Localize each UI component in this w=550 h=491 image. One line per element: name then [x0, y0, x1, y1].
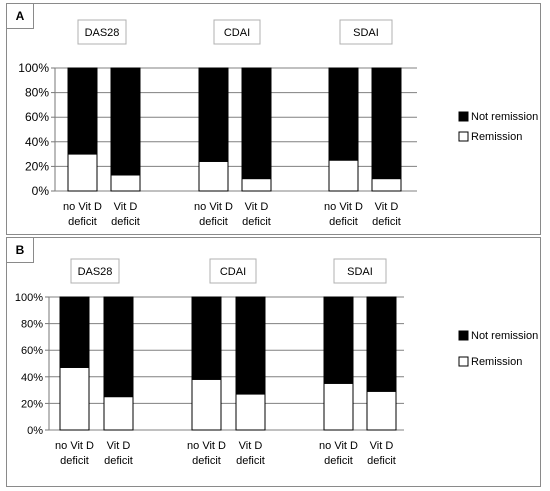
bar-not-remission: [67, 67, 98, 155]
group-header-label: DAS28: [85, 27, 120, 39]
x-category-label-line2: deficit: [104, 455, 133, 467]
bar-remission: [366, 390, 397, 431]
legend-label: Remission: [471, 356, 522, 368]
bar-not-remission: [235, 296, 266, 395]
group-header-box: [209, 258, 257, 284]
legend-label: Remission: [471, 131, 522, 143]
x-category-label-line1: Vit D: [239, 440, 263, 452]
bar-remission: [235, 393, 266, 431]
x-category-label-line1: no Vit D: [63, 201, 102, 213]
x-category-label-line1: Vit D: [114, 201, 138, 213]
group-header-box: [77, 19, 127, 45]
x-category-label-line2: deficit: [242, 216, 271, 228]
bar-not-remission: [59, 296, 90, 368]
bar-remission: [191, 378, 222, 431]
group-header-box: [339, 19, 393, 45]
y-tick-label: 60%: [25, 110, 49, 124]
panel-a: A 0% 20% 40% 60% 80% 100% no Vit D deficit Vit D…: [6, 3, 541, 235]
bar-remission: [110, 174, 141, 192]
chart-b: 0% 20% 40% 60% 80% 100% no Vit D deficit Vit D de…: [15, 258, 538, 467]
legend-label: Not remission: [471, 111, 538, 123]
chart-a: 0% 20% 40% 60% 80% 100% no Vit D deficit Vit D de…: [18, 19, 538, 228]
x-category-label-line2: deficit: [324, 455, 353, 467]
group-header-label: DAS28: [78, 266, 113, 278]
x-category-label-line1: no Vit D: [324, 201, 363, 213]
y-tick-label: 40%: [21, 372, 43, 384]
legend-swatch: [458, 356, 469, 367]
group-header-label: CDAI: [220, 266, 246, 278]
group-header-box: [333, 258, 387, 284]
y-tick-label: 80%: [21, 319, 43, 331]
group-header-label: SDAI: [353, 27, 379, 39]
bar-not-remission: [328, 67, 359, 161]
bar-not-remission: [198, 67, 229, 162]
panel-label: B: [7, 238, 34, 263]
x-category-label-line1: Vit D: [107, 440, 131, 452]
y-tick-label: 0%: [27, 425, 43, 437]
y-tick-label: 0%: [32, 184, 50, 198]
legend-swatch: [458, 111, 469, 122]
x-category-label-line1: Vit D: [370, 440, 394, 452]
bar-remission: [328, 159, 359, 192]
x-category-label-line1: no Vit D: [319, 440, 358, 452]
x-category-label-line2: deficit: [372, 216, 401, 228]
bar-remission: [59, 366, 90, 431]
group-header-box: [213, 19, 261, 45]
y-tick-label: 20%: [21, 398, 43, 410]
x-category-label-line2: deficit: [60, 455, 89, 467]
x-category-label-line2: deficit: [236, 455, 265, 467]
y-tick-label: 100%: [15, 292, 43, 304]
legend-swatch: [458, 131, 469, 142]
bar-remission: [323, 382, 354, 431]
bar-not-remission: [110, 67, 141, 176]
x-category-label-line2: deficit: [199, 216, 228, 228]
x-category-label-line1: Vit D: [245, 201, 269, 213]
bar-remission: [198, 160, 229, 192]
bar-not-remission: [241, 67, 272, 180]
y-tick-label: 20%: [25, 159, 49, 173]
y-tick-label: 100%: [18, 61, 49, 75]
x-category-label-line2: deficit: [68, 216, 97, 228]
bar-not-remission: [191, 296, 222, 380]
y-tick-label: 80%: [25, 86, 49, 100]
bar-not-remission: [103, 296, 134, 398]
bar-remission: [241, 178, 272, 192]
x-category-label-line2: deficit: [192, 455, 221, 467]
x-category-label-line1: no Vit D: [194, 201, 233, 213]
group-header-box: [70, 258, 120, 284]
x-category-label-line2: deficit: [329, 216, 358, 228]
panel-label: A: [7, 4, 34, 29]
y-tick-label: 60%: [21, 345, 43, 357]
bar-remission: [371, 178, 402, 192]
panel-b: B 0% 20% 40% 60% 80% 100% no Vit D deficit Vit D…: [6, 237, 541, 487]
legend-label: Not remission: [471, 330, 538, 342]
group-header-label: CDAI: [224, 27, 250, 39]
bar-not-remission: [323, 296, 354, 384]
y-tick-label: 40%: [25, 135, 49, 149]
bar-not-remission: [366, 296, 397, 392]
bar-remission: [67, 153, 98, 192]
x-category-label-line2: deficit: [367, 455, 396, 467]
legend-swatch: [458, 330, 469, 341]
x-category-label-line1: no Vit D: [187, 440, 226, 452]
bar-remission: [103, 396, 134, 431]
x-category-label-line1: Vit D: [375, 201, 399, 213]
group-header-label: SDAI: [347, 266, 373, 278]
x-category-label-line2: deficit: [111, 216, 140, 228]
bar-not-remission: [371, 67, 402, 180]
x-category-label-line1: no Vit D: [55, 440, 94, 452]
